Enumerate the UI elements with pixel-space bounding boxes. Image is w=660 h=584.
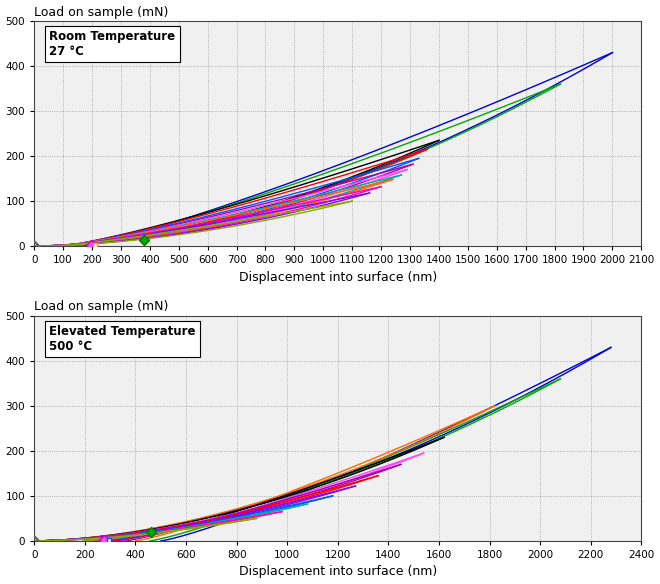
Text: Elevated Temperature
500 °C: Elevated Temperature 500 °C bbox=[50, 325, 196, 353]
Text: Load on sample (mN): Load on sample (mN) bbox=[34, 300, 168, 314]
X-axis label: Displacement into surface (nm): Displacement into surface (nm) bbox=[239, 270, 437, 284]
Text: Load on sample (mN): Load on sample (mN) bbox=[34, 6, 168, 19]
X-axis label: Displacement into surface (nm): Displacement into surface (nm) bbox=[239, 565, 437, 578]
Text: Room Temperature
27 °C: Room Temperature 27 °C bbox=[50, 30, 176, 58]
